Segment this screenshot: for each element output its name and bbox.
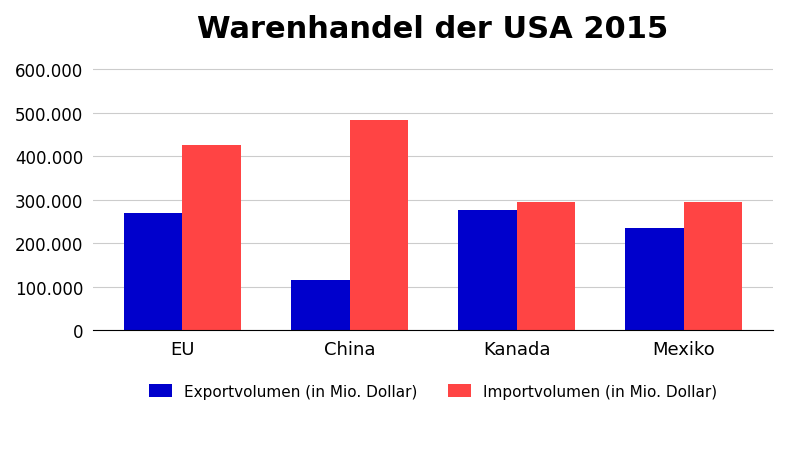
Bar	[458, 211, 517, 330]
Bar	[291, 280, 350, 330]
Title: Warenhandel der USA 2015: Warenhandel der USA 2015	[198, 15, 669, 44]
Bar	[124, 213, 183, 330]
Bar	[517, 202, 575, 330]
Bar	[684, 202, 742, 330]
Bar	[625, 228, 684, 330]
Bar	[350, 121, 408, 330]
Legend: Exportvolumen (in Mio. Dollar), Importvolumen (in Mio. Dollar): Exportvolumen (in Mio. Dollar), Importvo…	[141, 376, 725, 406]
Bar	[183, 146, 241, 330]
